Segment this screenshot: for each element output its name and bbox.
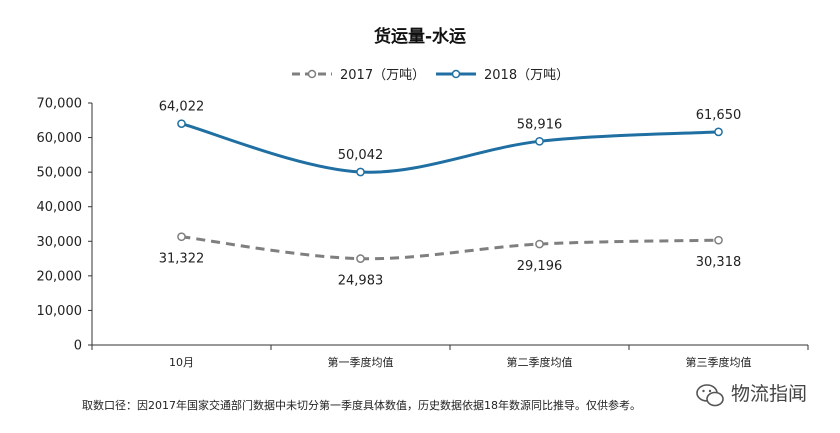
legend-item-2017: 2017（万吨） <box>292 68 425 83</box>
x-tick-label: 第三季度均值 <box>686 355 752 369</box>
wechat-icon <box>696 384 724 407</box>
legend: 2017（万吨） 2018（万吨） <box>292 68 569 83</box>
legend-item-2018: 2018（万吨） <box>436 68 569 83</box>
legend-label-2017: 2017（万吨） <box>340 68 425 83</box>
data-label: 50,042 <box>338 148 384 163</box>
y-tick-label: 0 <box>74 339 82 354</box>
data-point <box>177 119 186 129</box>
data-point <box>356 167 365 177</box>
y-tick-label: 70,000 <box>37 97 83 112</box>
data-labels: 31,322 24,983 29,196 30,318 64,022 50,042 58,9… <box>159 100 742 289</box>
legend-label-2018: 2018（万吨） <box>484 68 569 83</box>
data-label: 58,916 <box>517 117 563 132</box>
data-point <box>177 232 186 242</box>
footnote: 取数口径：因2017年国家交通部门数据中未切分第一季度具体数值，历史数据依据18… <box>82 398 641 412</box>
series-line-0 <box>181 235 719 261</box>
axes: 0 10,000 20,000 30,000 40,000 50,000 60,000 70,… <box>37 97 809 369</box>
data-label: 64,022 <box>159 100 205 115</box>
watermark-text: 物流指闻 <box>731 383 807 405</box>
y-tick-label: 60,000 <box>37 131 83 146</box>
y-tick-label: 40,000 <box>37 200 83 215</box>
y-tick-label: 10,000 <box>37 304 83 319</box>
x-tick-label: 第一季度均值 <box>328 355 394 369</box>
data-point <box>535 239 544 249</box>
data-label: 61,650 <box>696 108 742 123</box>
data-label: 31,322 <box>159 252 205 267</box>
y-tick-label: 50,000 <box>37 166 83 181</box>
series-layer <box>177 119 723 263</box>
data-point <box>714 235 723 245</box>
data-point <box>714 127 723 137</box>
y-tick-label: 30,000 <box>37 235 83 250</box>
series-line-1 <box>181 122 719 174</box>
data-label: 24,983 <box>338 274 384 289</box>
data-point <box>535 136 544 146</box>
x-tick-label: 10月 <box>169 356 194 369</box>
x-tick-label: 第二季度均值 <box>507 355 573 369</box>
watermark: 物流指闻 <box>696 383 807 407</box>
data-label: 30,318 <box>696 255 742 270</box>
data-label: 29,196 <box>517 259 563 274</box>
data-point <box>356 254 365 263</box>
chart-title: 货运量-水运 <box>374 26 466 47</box>
y-tick-label: 20,000 <box>37 269 83 284</box>
